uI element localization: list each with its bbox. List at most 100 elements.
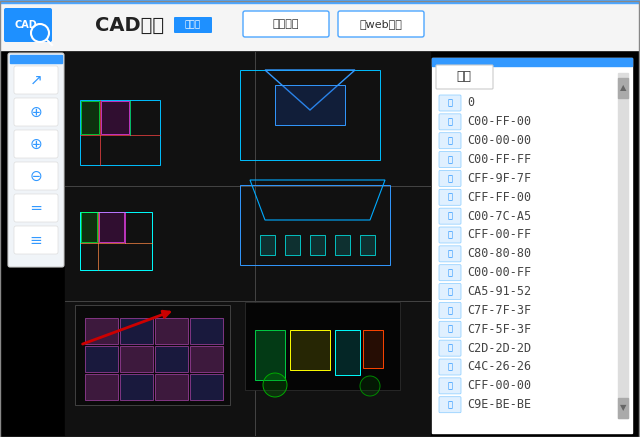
Bar	[240, 70, 380, 160]
Text: 👁: 👁	[447, 268, 452, 277]
Text: 👁: 👁	[447, 287, 452, 296]
Text: 👁: 👁	[447, 325, 452, 334]
Text: 图层: 图层	[456, 70, 472, 83]
FancyBboxPatch shape	[14, 66, 58, 94]
Bar	[245, 302, 400, 390]
Text: 👁: 👁	[447, 230, 452, 239]
Bar	[155, 318, 188, 344]
Text: C2D-2D-2D: C2D-2D-2D	[467, 342, 531, 355]
Bar	[0, 0, 640, 3]
Text: ▼: ▼	[620, 403, 627, 413]
Bar	[190, 318, 223, 344]
FancyBboxPatch shape	[439, 114, 461, 130]
Text: C9E-BE-BE: C9E-BE-BE	[467, 398, 531, 411]
Bar	[275, 85, 345, 125]
Text: 👁: 👁	[447, 343, 452, 353]
Bar	[0, 0, 640, 50]
Bar	[75, 305, 230, 405]
Circle shape	[263, 373, 287, 397]
Text: CAD看图: CAD看图	[95, 15, 164, 35]
Bar	[10, 55, 62, 63]
Text: CFF-00-00: CFF-00-00	[467, 379, 531, 392]
Bar	[255, 330, 285, 380]
Text: ⊖: ⊖	[29, 169, 42, 184]
Bar	[240, 185, 390, 265]
Bar	[290, 330, 330, 370]
Bar	[81, 212, 97, 242]
Text: 从web导入: 从web导入	[360, 19, 403, 29]
Text: 选择文件: 选择文件	[273, 19, 300, 29]
Text: 👁: 👁	[447, 118, 452, 126]
Bar	[81, 101, 99, 134]
Text: 👁: 👁	[447, 212, 452, 221]
Text: C00-7C-A5: C00-7C-A5	[467, 210, 531, 222]
Bar	[432, 58, 632, 433]
Bar	[190, 346, 223, 372]
FancyBboxPatch shape	[439, 378, 461, 394]
Text: 👁: 👁	[447, 250, 452, 258]
Bar	[155, 346, 188, 372]
Bar	[310, 235, 325, 255]
Text: 👁: 👁	[447, 382, 452, 390]
Bar	[99, 212, 124, 242]
FancyBboxPatch shape	[14, 226, 58, 254]
FancyBboxPatch shape	[439, 227, 461, 243]
Text: C7F-5F-3F: C7F-5F-3F	[467, 323, 531, 336]
Text: CFF-9F-7F: CFF-9F-7F	[467, 172, 531, 185]
Bar	[260, 235, 275, 255]
Bar	[335, 330, 360, 375]
Bar	[120, 346, 153, 372]
FancyBboxPatch shape	[439, 284, 461, 300]
FancyBboxPatch shape	[4, 8, 52, 42]
Text: C00-00-FF: C00-00-FF	[467, 266, 531, 279]
Bar	[363, 330, 383, 368]
Bar	[85, 374, 118, 400]
FancyBboxPatch shape	[8, 53, 64, 267]
Circle shape	[360, 376, 380, 396]
Text: 0: 0	[467, 97, 474, 110]
Text: CFF-FF-00: CFF-FF-00	[467, 191, 531, 204]
Text: ↗: ↗	[29, 73, 42, 87]
FancyBboxPatch shape	[439, 359, 461, 375]
Bar	[618, 398, 628, 418]
Bar	[155, 374, 188, 400]
FancyBboxPatch shape	[436, 65, 493, 89]
Text: ⊕: ⊕	[29, 104, 42, 119]
FancyBboxPatch shape	[439, 208, 461, 224]
FancyBboxPatch shape	[439, 133, 461, 149]
FancyBboxPatch shape	[439, 152, 461, 167]
Text: 👁: 👁	[447, 363, 452, 371]
Bar	[101, 101, 129, 134]
Bar	[85, 318, 118, 344]
Text: C7F-7F-3F: C7F-7F-3F	[467, 304, 531, 317]
Text: CA5-91-52: CA5-91-52	[467, 285, 531, 298]
Bar	[285, 235, 300, 255]
FancyBboxPatch shape	[174, 17, 212, 33]
FancyBboxPatch shape	[14, 98, 58, 126]
Text: ═: ═	[31, 201, 40, 215]
Text: C00-FF-00: C00-FF-00	[467, 115, 531, 128]
Text: C4C-26-26: C4C-26-26	[467, 361, 531, 374]
Text: 网页版: 网页版	[185, 21, 201, 30]
Bar	[65, 52, 430, 435]
FancyBboxPatch shape	[14, 130, 58, 158]
Text: 👁: 👁	[447, 155, 452, 164]
Text: ≡: ≡	[29, 232, 42, 247]
Bar	[190, 374, 223, 400]
Text: 👁: 👁	[447, 174, 452, 183]
Bar	[85, 346, 118, 372]
Text: CFF-00-FF: CFF-00-FF	[467, 229, 531, 242]
FancyBboxPatch shape	[14, 194, 58, 222]
Text: 👁: 👁	[447, 193, 452, 202]
FancyBboxPatch shape	[439, 170, 461, 187]
FancyBboxPatch shape	[439, 246, 461, 262]
FancyBboxPatch shape	[439, 340, 461, 356]
Bar	[618, 73, 628, 418]
FancyBboxPatch shape	[439, 265, 461, 281]
Bar	[335, 235, 350, 255]
Text: ⊕: ⊕	[29, 136, 42, 152]
Bar	[120, 374, 153, 400]
Text: 👁: 👁	[447, 136, 452, 145]
FancyBboxPatch shape	[338, 11, 424, 37]
Text: C00-FF-FF: C00-FF-FF	[467, 153, 531, 166]
